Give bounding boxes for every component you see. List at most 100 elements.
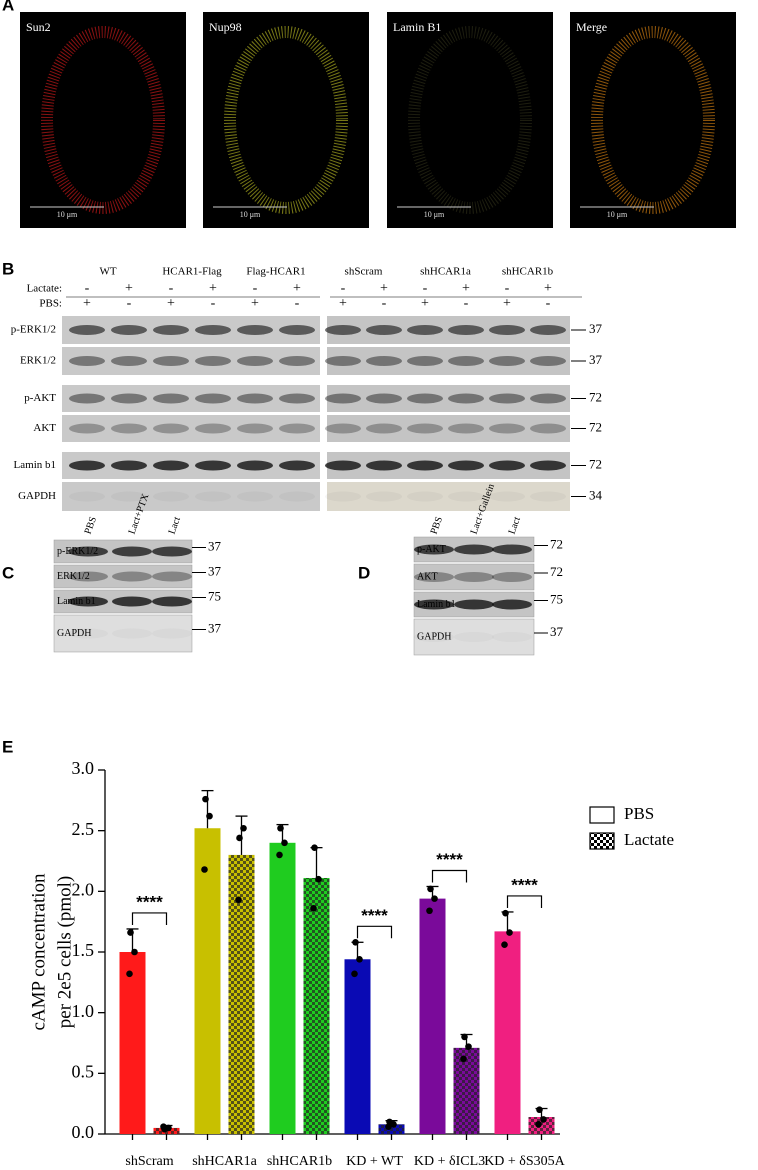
band	[279, 325, 315, 335]
image-label: Merge	[576, 20, 607, 34]
treatment-label: PBS:	[39, 298, 62, 310]
marker-label: 37	[589, 352, 603, 367]
panel-letter: E	[2, 737, 13, 756]
x-tick-label: shHCAR1a	[192, 1154, 257, 1169]
data-point	[311, 844, 318, 851]
lane-sign: +	[462, 281, 470, 296]
panel-letter: A	[2, 0, 14, 14]
data-point	[201, 866, 208, 873]
blot	[327, 482, 570, 511]
band	[69, 325, 105, 335]
data-point	[131, 948, 138, 956]
band	[530, 423, 566, 434]
band	[69, 423, 105, 434]
band	[489, 356, 525, 366]
x-tick-label: shScram	[125, 1154, 173, 1169]
bar	[378, 1124, 405, 1134]
lane-sign: -	[85, 281, 90, 296]
y-axis-label: per 2e5 cells (pmol)	[54, 876, 75, 1028]
data-point	[501, 941, 508, 949]
significance-bracket	[506, 895, 543, 908]
band	[68, 546, 108, 557]
band	[366, 491, 402, 502]
band	[279, 393, 315, 404]
band	[530, 460, 566, 471]
blot	[327, 385, 570, 412]
band	[448, 356, 484, 366]
lane-label: PBS	[83, 515, 99, 535]
data-point	[390, 1120, 397, 1128]
y-tick-label: 1.0	[72, 1001, 95, 1021]
lane-label: Lact	[167, 515, 183, 536]
band	[489, 423, 525, 434]
blot	[53, 564, 193, 589]
band	[489, 325, 525, 335]
band	[152, 596, 192, 607]
band	[112, 571, 152, 582]
lane-sign: +	[503, 296, 511, 311]
legend-label: PBS	[624, 804, 654, 823]
band	[448, 423, 484, 434]
scale-bar-label: 10 μm	[240, 210, 261, 219]
significance-bracket	[131, 912, 168, 925]
band	[111, 491, 147, 502]
significance-bracket	[431, 869, 468, 883]
marker-label: 37	[589, 321, 603, 336]
lane-sign: -	[211, 296, 216, 311]
band	[152, 546, 192, 557]
marker-label: 34	[589, 487, 603, 502]
band	[111, 460, 147, 471]
group-label: shHCAR1a	[420, 266, 471, 278]
band	[366, 325, 402, 335]
row-label: GAPDH	[417, 631, 451, 642]
band	[325, 460, 361, 471]
row-label: Lamin b1	[417, 599, 456, 610]
row-label: ERK1/2	[20, 355, 56, 367]
bar	[228, 854, 255, 1134]
band	[325, 356, 361, 366]
data-point	[310, 905, 317, 912]
data-point	[277, 824, 284, 832]
data-point	[426, 907, 433, 915]
nucleus-signal	[591, 26, 715, 214]
data-point	[202, 795, 209, 803]
data-point	[165, 1124, 172, 1132]
band	[237, 356, 273, 366]
y-tick-label: 3.0	[72, 758, 95, 778]
bar	[453, 1047, 480, 1134]
band	[111, 356, 147, 366]
panel-letter: B	[2, 259, 14, 278]
band	[69, 491, 105, 502]
lane-sign: -	[505, 281, 510, 296]
marker-label: 37	[208, 620, 222, 635]
data-point	[236, 834, 243, 842]
band	[69, 393, 105, 404]
scale-bar-label: 10 μm	[607, 210, 628, 219]
data-point	[502, 909, 509, 917]
row-label: ERK1/2	[57, 571, 90, 582]
y-tick-label: 2.0	[72, 879, 95, 899]
band	[111, 325, 147, 335]
significance-label: ****	[436, 850, 463, 869]
image-label: Lamin B1	[393, 20, 441, 34]
legend-swatch	[589, 832, 615, 850]
bar	[494, 931, 521, 1134]
data-point	[160, 1123, 167, 1131]
data-point	[535, 1120, 542, 1128]
band	[407, 325, 443, 335]
lane-sign: +	[209, 281, 217, 296]
bar	[194, 828, 221, 1134]
row-label: AKT	[33, 422, 56, 434]
data-point	[460, 1055, 467, 1063]
band	[492, 632, 532, 642]
lane-sign: -	[341, 281, 346, 296]
bar	[419, 898, 446, 1134]
lane-sign: -	[127, 296, 132, 311]
marker-label: 72	[589, 389, 602, 404]
band	[112, 596, 152, 607]
scale-bar-label: 10 μm	[57, 210, 78, 219]
band	[454, 599, 494, 610]
band	[530, 491, 566, 502]
nucleus-signal	[224, 26, 348, 214]
nucleus-signal	[41, 26, 165, 214]
